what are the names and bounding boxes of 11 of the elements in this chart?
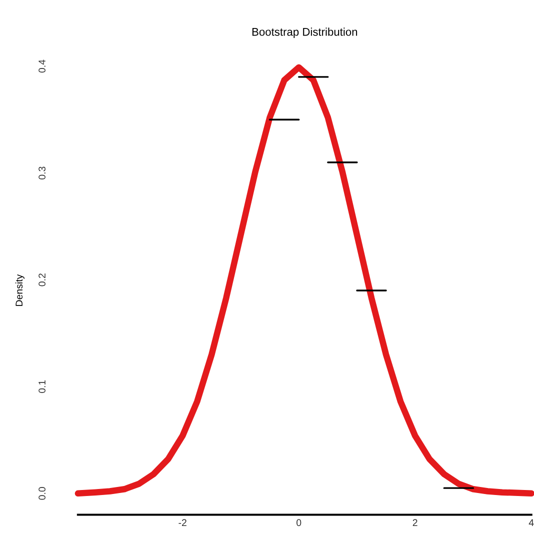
chart-title: Bootstrap Distribution bbox=[252, 28, 358, 38]
x-tick-label: 2 bbox=[412, 519, 418, 526]
x-tick-label: 4 bbox=[528, 519, 534, 526]
y-axis-title: Density bbox=[15, 274, 24, 306]
x-tick-label: -2 bbox=[178, 519, 186, 526]
y-tick-label: 0.3 bbox=[38, 166, 46, 180]
x-tick-label: 0 bbox=[296, 519, 302, 526]
y-tick-label: 0.0 bbox=[38, 487, 46, 500]
y-tick-label: 0.1 bbox=[38, 380, 46, 393]
y-tick-label: 0.4 bbox=[38, 60, 46, 73]
y-tick-label: 0.2 bbox=[38, 274, 46, 286]
